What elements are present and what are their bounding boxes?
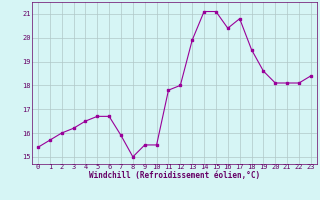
X-axis label: Windchill (Refroidissement éolien,°C): Windchill (Refroidissement éolien,°C) [89, 171, 260, 180]
